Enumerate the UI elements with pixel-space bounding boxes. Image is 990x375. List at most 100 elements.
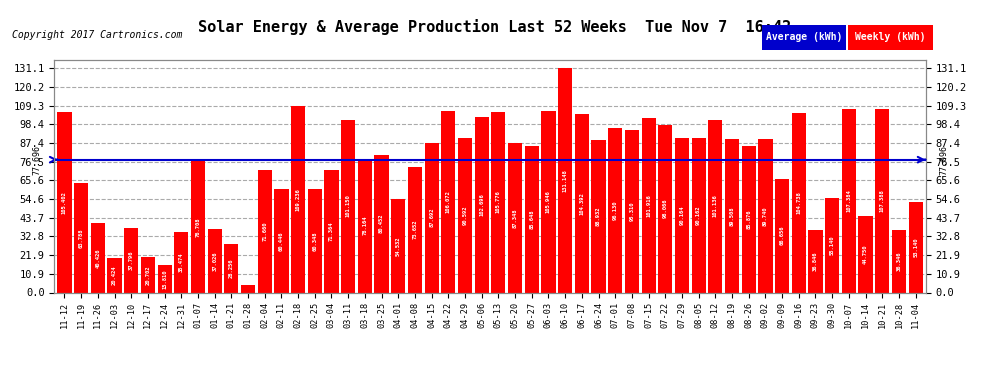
Text: 71.660: 71.660 xyxy=(262,222,267,241)
Text: 54.532: 54.532 xyxy=(396,236,401,256)
Bar xyxy=(108,258,122,292)
Text: 101.136: 101.136 xyxy=(713,195,718,217)
Bar xyxy=(575,114,589,292)
Text: 77.696: 77.696 xyxy=(32,145,42,175)
Text: 36.846: 36.846 xyxy=(813,251,818,271)
Bar xyxy=(692,138,706,292)
Bar xyxy=(708,120,723,292)
Bar xyxy=(642,118,655,292)
Bar xyxy=(825,198,840,292)
Text: 60.446: 60.446 xyxy=(279,231,284,251)
Bar xyxy=(141,257,155,292)
Text: 66.656: 66.656 xyxy=(779,226,785,245)
Bar xyxy=(508,143,522,292)
Bar xyxy=(742,146,755,292)
Bar xyxy=(174,232,188,292)
Bar xyxy=(474,117,489,292)
Bar xyxy=(608,128,623,292)
Bar xyxy=(291,106,305,292)
Text: 105.402: 105.402 xyxy=(62,191,67,214)
Text: 44.750: 44.750 xyxy=(863,244,868,264)
Bar xyxy=(325,171,339,292)
Bar xyxy=(525,146,539,292)
Bar xyxy=(858,216,872,292)
Text: 96.130: 96.130 xyxy=(613,201,618,220)
Text: 53.140: 53.140 xyxy=(913,237,918,257)
Text: Weekly (kWh): Weekly (kWh) xyxy=(855,32,926,42)
Text: 20.424: 20.424 xyxy=(112,265,117,285)
Bar xyxy=(241,285,255,292)
Text: 102.696: 102.696 xyxy=(479,194,484,216)
Bar xyxy=(357,159,372,292)
Text: 89.508: 89.508 xyxy=(730,206,735,226)
Text: 95.310: 95.310 xyxy=(630,201,635,221)
Bar xyxy=(342,120,355,292)
Text: 87.692: 87.692 xyxy=(429,208,435,227)
Bar xyxy=(542,111,555,292)
Text: 131.148: 131.148 xyxy=(562,169,567,192)
Text: 104.392: 104.392 xyxy=(579,192,584,214)
Text: 105.946: 105.946 xyxy=(545,190,551,213)
Text: 78.164: 78.164 xyxy=(362,216,367,236)
Bar xyxy=(725,140,740,292)
Text: 71.364: 71.364 xyxy=(329,222,334,241)
Bar xyxy=(191,161,205,292)
Bar xyxy=(491,112,506,292)
Bar xyxy=(658,125,672,292)
Text: 89.740: 89.740 xyxy=(763,206,768,225)
Text: 87.348: 87.348 xyxy=(513,208,518,228)
Bar xyxy=(374,155,389,292)
Bar xyxy=(274,189,288,292)
Bar xyxy=(257,170,272,292)
Bar xyxy=(74,183,88,292)
Bar xyxy=(909,202,923,292)
Bar xyxy=(425,142,439,292)
Bar xyxy=(442,111,455,292)
Bar xyxy=(625,129,639,292)
Text: 104.738: 104.738 xyxy=(796,192,801,214)
Bar xyxy=(391,199,405,292)
Text: 88.932: 88.932 xyxy=(596,207,601,226)
Text: Average (kWh): Average (kWh) xyxy=(766,32,842,42)
Text: 60.348: 60.348 xyxy=(312,231,318,251)
Text: 35.474: 35.474 xyxy=(179,252,184,272)
Text: 85.648: 85.648 xyxy=(530,210,535,229)
Bar xyxy=(91,224,105,292)
Text: 105.776: 105.776 xyxy=(496,191,501,213)
Text: 109.236: 109.236 xyxy=(296,188,301,210)
Text: 90.592: 90.592 xyxy=(462,206,467,225)
Bar xyxy=(809,230,823,292)
Bar xyxy=(842,109,856,292)
Text: 55.140: 55.140 xyxy=(830,236,835,255)
Text: 101.916: 101.916 xyxy=(646,194,651,217)
Bar xyxy=(308,189,322,292)
Text: Solar Energy & Average Production Last 52 Weeks  Tue Nov 7  16:42: Solar Energy & Average Production Last 5… xyxy=(198,19,792,35)
Text: 107.384: 107.384 xyxy=(846,189,851,212)
Text: 90.162: 90.162 xyxy=(696,206,701,225)
Text: 85.876: 85.876 xyxy=(746,209,751,229)
Bar xyxy=(124,228,139,292)
Text: 40.426: 40.426 xyxy=(95,248,100,268)
Text: Copyright 2017 Cartronics.com: Copyright 2017 Cartronics.com xyxy=(12,30,182,39)
Text: 15.810: 15.810 xyxy=(162,269,167,289)
Bar xyxy=(558,68,572,292)
Bar xyxy=(225,244,239,292)
Text: 77.696: 77.696 xyxy=(939,145,948,175)
Bar xyxy=(792,114,806,292)
Text: 37.026: 37.026 xyxy=(212,251,217,271)
Bar xyxy=(758,139,772,292)
Bar xyxy=(675,138,689,292)
Bar xyxy=(591,141,606,292)
Text: 90.164: 90.164 xyxy=(679,206,684,225)
Text: 73.652: 73.652 xyxy=(413,220,418,239)
Bar xyxy=(875,109,889,292)
Text: 63.788: 63.788 xyxy=(78,228,83,248)
Bar xyxy=(408,166,422,292)
Text: 20.702: 20.702 xyxy=(146,265,150,285)
Bar xyxy=(208,229,222,292)
Text: 28.256: 28.256 xyxy=(229,259,234,278)
Text: 107.388: 107.388 xyxy=(880,189,885,212)
Text: 80.452: 80.452 xyxy=(379,214,384,234)
Text: 101.150: 101.150 xyxy=(346,195,350,217)
Bar xyxy=(157,266,171,292)
